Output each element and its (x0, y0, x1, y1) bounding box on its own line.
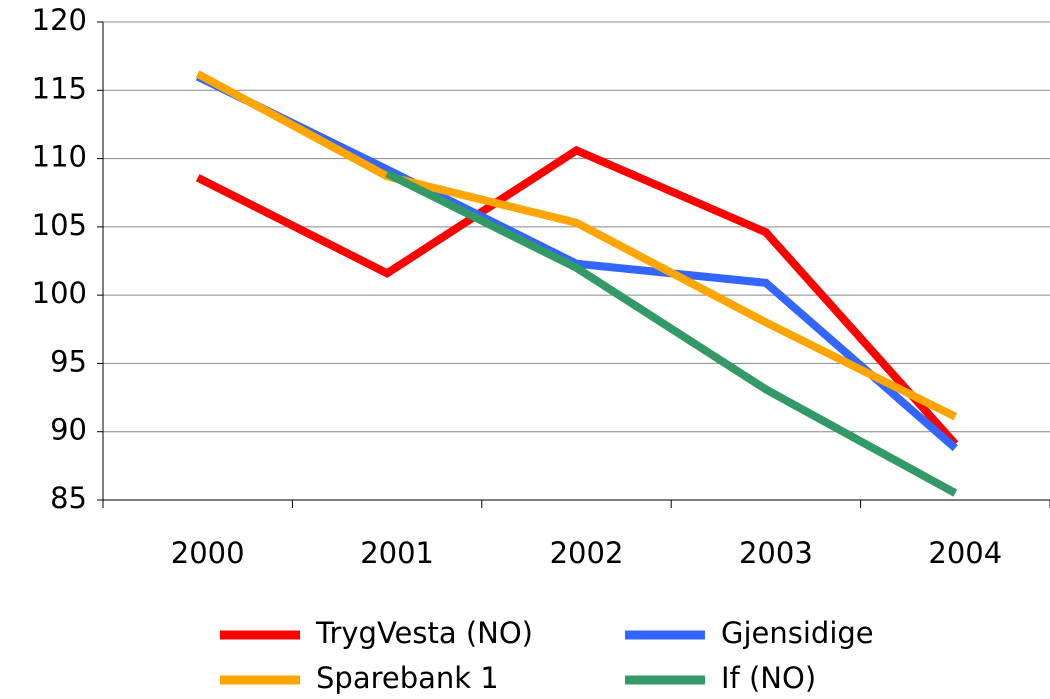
x-tick-label: 2002 (550, 536, 624, 570)
y-tick-label: 95 (50, 344, 87, 378)
legend-label: Sparebank 1 (316, 661, 499, 695)
y-tick-label: 115 (32, 71, 87, 105)
x-tick-label: 2000 (171, 536, 245, 570)
x-tick-label: 2003 (739, 536, 813, 570)
x-tick-label: 2004 (928, 536, 1002, 570)
legend-label: TrygVesta (NO) (315, 616, 533, 650)
y-tick-label: 90 (50, 413, 87, 447)
series-line (385, 170, 958, 497)
y-tick-label: 85 (50, 481, 87, 515)
y-tick-label: 120 (32, 3, 87, 37)
series-line (195, 70, 958, 421)
legend-label: Gjensidige (721, 616, 874, 650)
y-tick-label: 100 (32, 276, 87, 310)
series-line (195, 145, 959, 447)
x-tick-label: 2001 (360, 536, 434, 570)
legend-label: If (NO) (721, 661, 816, 695)
y-tick-label: 110 (32, 140, 87, 174)
y-tick-label: 105 (32, 208, 87, 242)
